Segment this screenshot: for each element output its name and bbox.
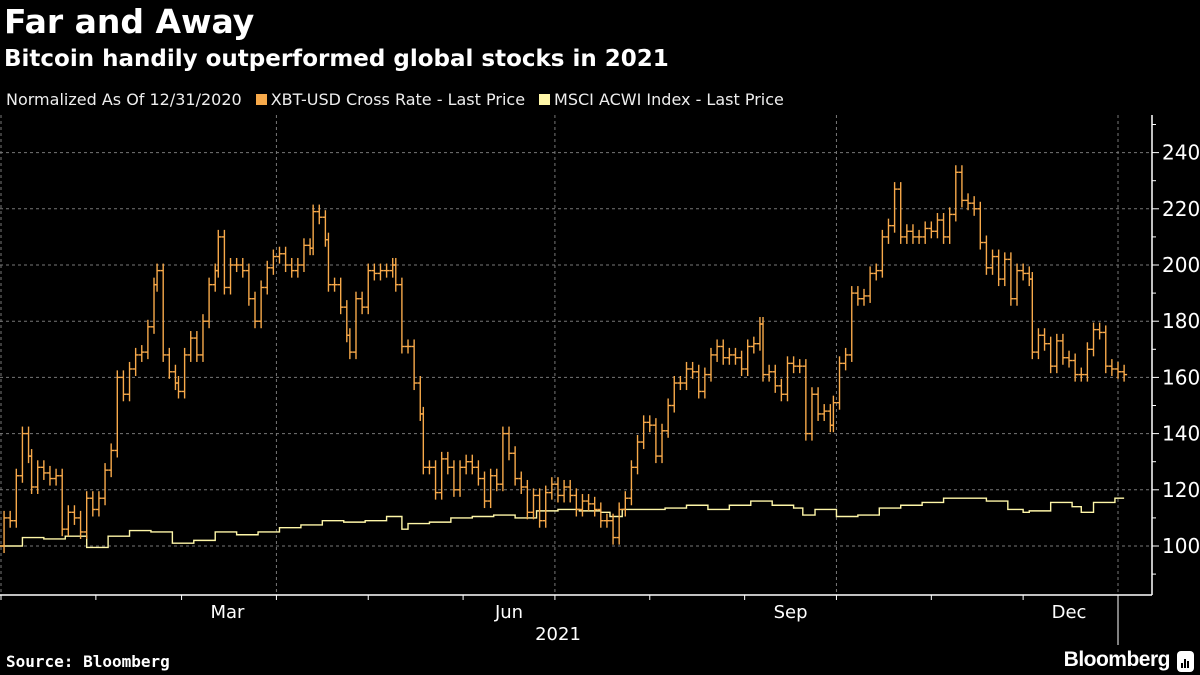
legend-swatch-xbt xyxy=(255,94,267,105)
x-year-label: 2021 xyxy=(535,624,581,645)
y-tick-label: 100 xyxy=(1162,534,1200,558)
legend-label-msci: MSCI ACWI Index - Last Price xyxy=(554,90,784,109)
legend: Normalized As Of 12/31/2020 XBT-USD Cros… xyxy=(6,90,784,109)
legend-swatch-msci xyxy=(539,94,551,105)
chart-subtitle: Bitcoin handily outperformed global stoc… xyxy=(4,46,669,72)
x-tick-label: Mar xyxy=(210,602,245,623)
y-tick-label: 120 xyxy=(1162,478,1200,502)
chart-title: Far and Away xyxy=(4,2,255,41)
y-tick-label: 140 xyxy=(1162,422,1200,446)
y-tick-label: 160 xyxy=(1162,365,1200,389)
source-note: Source: Bloomberg xyxy=(6,652,170,671)
y-tick-label: 180 xyxy=(1162,309,1200,333)
legend-label-xbt: XBT-USD Cross Rate - Last Price xyxy=(270,90,526,109)
x-tick-label: Jun xyxy=(494,602,523,623)
legend-item-xbt: XBT-USD Cross Rate - Last Price xyxy=(255,90,526,109)
x-tick-label: Sep xyxy=(774,602,808,623)
bloomberg-logo: Bloomberg xyxy=(1063,648,1171,671)
y-tick-label: 200 xyxy=(1162,253,1200,277)
legend-item-msci: MSCI ACWI Index - Last Price xyxy=(539,90,784,109)
bloomberg-chart-icon xyxy=(1177,651,1194,672)
msci-acwi-line xyxy=(0,497,1125,549)
legend-note: Normalized As Of 12/31/2020 xyxy=(6,90,242,109)
y-tick-label: 240 xyxy=(1162,141,1200,165)
y-tick-label: 220 xyxy=(1162,197,1200,221)
x-tick-label: Dec xyxy=(1052,602,1087,623)
